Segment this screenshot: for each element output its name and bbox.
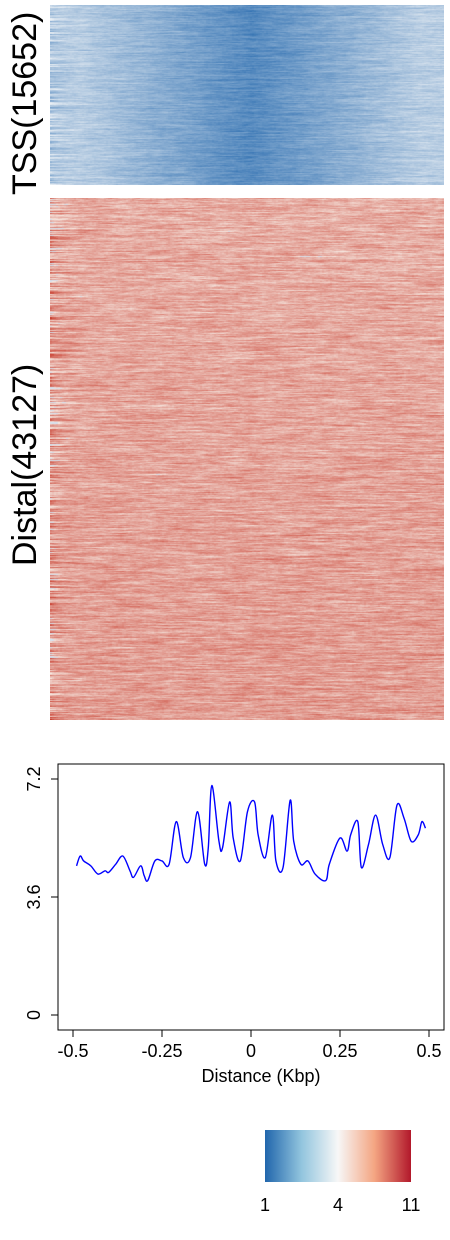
colorbar-tick-label: 11: [401, 1195, 421, 1215]
x-tick-label: 0: [246, 1041, 256, 1061]
colorbar: [265, 1130, 411, 1182]
colorbar-tick-label: 4: [332, 1195, 344, 1215]
colorbar-gradient: [265, 1130, 411, 1182]
y-tick-label: 7.2: [24, 766, 44, 791]
heatmap-tss-canvas: [50, 5, 444, 185]
x-tick-label: -0.25: [141, 1041, 182, 1061]
x-axis-label: Distance (Kbp): [201, 1066, 320, 1086]
profile-line-chart: -0.5 -0.25 0 0.25 0.5 0 3.6 7.2 Distance (Kbp): [24, 763, 445, 1086]
x-tick-label: -0.5: [57, 1041, 88, 1061]
y-tick-label: 0: [24, 1010, 44, 1020]
group-label-tss: TSS(15652): [6, 11, 44, 195]
heatmap-tss: [50, 5, 444, 185]
y-tick-label: 3.6: [24, 884, 44, 909]
series-line: [75, 784, 427, 882]
heatmap-distal: [50, 198, 444, 720]
colorbar-tick-label: 1: [259, 1195, 271, 1215]
heatmap-distal-canvas: [50, 198, 444, 720]
x-tick-label: 0.25: [322, 1041, 357, 1061]
group-label-distal: Distal(43127): [6, 363, 44, 566]
x-tick-label: 0.5: [416, 1041, 441, 1061]
plot-frame: [57, 763, 445, 1031]
